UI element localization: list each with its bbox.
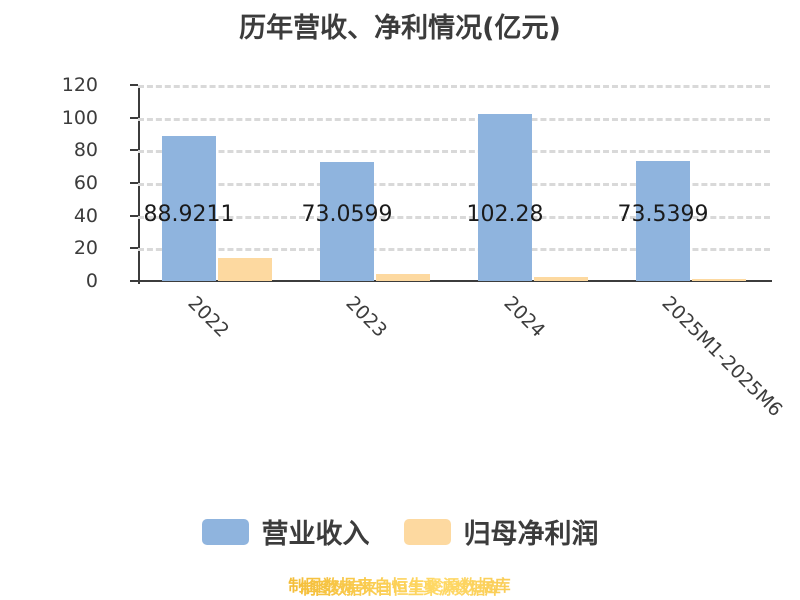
- y-tick-label: 0: [85, 270, 98, 292]
- bar-profit-2023[interactable]: [376, 274, 430, 281]
- legend-swatch-icon: [201, 518, 249, 545]
- y-tick-mark: [130, 214, 138, 217]
- bar-value-label: 102.28: [466, 201, 544, 227]
- x-tick-label-2022: 2022: [183, 292, 234, 342]
- plot-area: 0 20 40 60 80 100 120 88.9211 73.0599 102.28 73.5…: [62, 74, 770, 292]
- y-tick-mark: [130, 247, 138, 250]
- bar-revenue-2022[interactable]: [162, 135, 216, 281]
- bar-revenue-2023[interactable]: [320, 161, 374, 281]
- bar-profit-2025M1-2025M6[interactable]: [692, 278, 746, 281]
- bar-value-label: 88.9211: [143, 201, 235, 227]
- y-tick-mark: [130, 84, 138, 86]
- legend-swatch-icon: [403, 518, 451, 545]
- watermark-text-layer-2: 制图数据来自恒生聚源数据库: [0, 575, 800, 599]
- x-tick-label-2025M1-2025M6: 2025M1-2025M6: [657, 292, 787, 422]
- bar-revenue-2025M1-2025M6[interactable]: [636, 160, 690, 281]
- bar-profit-2024[interactable]: [534, 276, 588, 281]
- legend-item-revenue[interactable]: 营业收入: [201, 512, 370, 551]
- x-axis-line: [138, 280, 772, 282]
- watermark: 制图数据来自恒生聚源数据库 制图数据来自恒生聚源数据库: [0, 572, 800, 598]
- y-tick-label: 100: [61, 106, 98, 129]
- legend-label: 归母净利润: [463, 519, 599, 550]
- y-tick-label: 60: [73, 172, 98, 194]
- x-tick-label-2023: 2023: [341, 292, 392, 342]
- legend-label: 营业收入: [261, 519, 370, 550]
- bar-value-label: 73.0599: [301, 201, 393, 227]
- bar-revenue-2024[interactable]: [478, 113, 532, 281]
- gridline: [138, 248, 770, 252]
- gridline: [138, 183, 770, 186]
- y-tick-mark: [130, 116, 138, 119]
- y-tick-label: 80: [73, 139, 98, 162]
- gridline: [138, 215, 770, 219]
- y-tick-label: 40: [73, 204, 98, 227]
- bar-profit-2022[interactable]: [218, 258, 272, 281]
- chart-legend: 营业收入 归母净利润: [0, 512, 800, 551]
- gridline: [138, 117, 770, 121]
- y-tick-mark: [130, 182, 138, 184]
- chart-title: 历年营收、净利情况(亿元): [239, 13, 561, 44]
- gridline: [138, 150, 770, 154]
- y-tick-mark: [130, 280, 138, 282]
- y-tick-label: 120: [61, 74, 98, 96]
- x-tick-label-2024: 2024: [499, 292, 550, 342]
- gridline: [138, 85, 770, 88]
- y-tick-mark: [130, 149, 138, 152]
- bar-value-label: 73.5399: [617, 201, 709, 227]
- y-tick-label: 20: [73, 237, 98, 260]
- watermark-text-layer-1: 制图数据来自恒生聚源数据库: [0, 572, 800, 596]
- legend-item-profit[interactable]: 归母净利润: [403, 512, 599, 551]
